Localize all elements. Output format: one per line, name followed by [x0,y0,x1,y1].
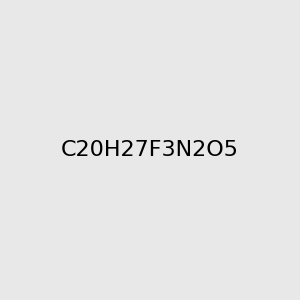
Text: C20H27F3N2O5: C20H27F3N2O5 [61,140,239,160]
